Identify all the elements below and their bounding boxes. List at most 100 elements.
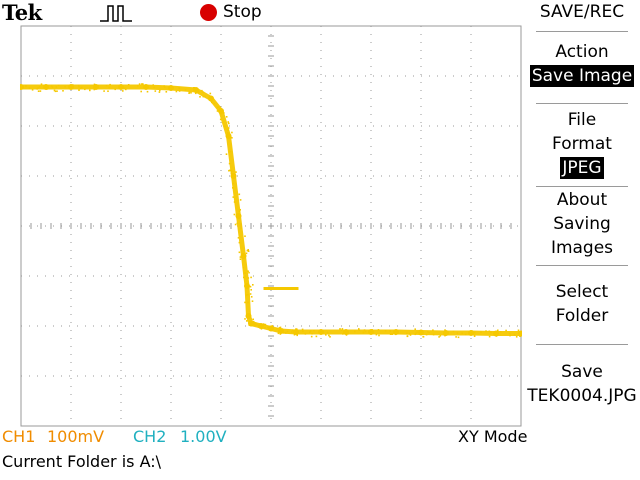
trace-speckle [457, 332, 459, 334]
trace-speckle [226, 116, 228, 118]
about-saving-images-button[interactable]: About Saving Images [524, 188, 640, 260]
trace-speckle [84, 89, 86, 91]
trace-speckle [310, 330, 312, 332]
action-label: Action [524, 40, 640, 64]
trace-speckle [227, 132, 229, 134]
trace-speckle [137, 85, 139, 87]
trace-speckle [199, 96, 201, 98]
trace-speckle [252, 300, 254, 302]
trace-speckle [228, 123, 230, 125]
trace-point [246, 313, 252, 319]
trace-speckle [458, 337, 460, 339]
trace-speckle [433, 334, 435, 336]
trace-speckle [489, 331, 491, 333]
trace-speckle [217, 110, 219, 112]
trace-speckle [203, 91, 205, 93]
trace-speckle [250, 289, 252, 291]
trace-speckle [259, 326, 261, 328]
trace-speckle [198, 91, 200, 93]
trace-speckle [210, 93, 212, 95]
trace-speckle [342, 333, 344, 335]
trace-speckle [248, 272, 250, 274]
trace-speckle [121, 85, 123, 87]
menu-divider [536, 186, 628, 187]
trace-speckle [233, 196, 235, 198]
trace-speckle [281, 331, 283, 333]
about-line-1: About [524, 188, 640, 212]
trace-speckle [122, 90, 124, 92]
trace-speckle [239, 242, 241, 244]
top-bar: Tek Stop [0, 0, 520, 26]
trace-speckle [365, 331, 367, 333]
trace-speckle [155, 90, 157, 92]
trace-speckle [25, 85, 27, 87]
trace-speckle [247, 249, 249, 251]
trace-speckle [285, 332, 287, 334]
trace-speckle [40, 90, 42, 92]
trace-speckle [97, 85, 99, 87]
trace-speckle [371, 331, 373, 333]
action-button[interactable]: Action Save Image [524, 40, 640, 88]
trace-speckle [125, 89, 127, 91]
trace-speckle [243, 267, 245, 269]
trace-speckle [474, 335, 476, 337]
pulse-trigger-icon [100, 2, 134, 24]
trace-speckle [296, 335, 298, 337]
trace-speckle [279, 331, 281, 333]
trace-speckle [244, 302, 246, 304]
trace-speckle [378, 335, 380, 337]
trace-speckle [219, 108, 221, 110]
trace-speckle [267, 327, 269, 329]
trace-speckle [147, 91, 149, 93]
trace-speckle [519, 335, 521, 337]
trace-speckle [296, 333, 298, 335]
trace-speckle [240, 258, 242, 260]
trace-speckle [179, 90, 181, 92]
brand-logo: Tek [2, 0, 42, 25]
trace-speckle [249, 324, 251, 326]
trace-speckle [505, 330, 507, 332]
trace-speckle [230, 137, 232, 139]
trace-speckle [250, 293, 252, 295]
trace-speckle [220, 119, 222, 121]
trace-speckle [518, 330, 520, 332]
trace-speckle [239, 194, 241, 196]
trace-speckle [238, 237, 240, 239]
trace-speckle [244, 235, 246, 237]
trace-speckle [226, 153, 228, 155]
save-button[interactable]: Save TEK0004.JPG [524, 360, 640, 408]
select-folder-button[interactable]: Select Folder [524, 280, 640, 328]
trace-speckle [316, 336, 318, 338]
trace-speckle [194, 87, 196, 89]
trace-speckle [89, 90, 91, 92]
trace-speckle [203, 96, 205, 98]
trace-speckle [230, 151, 232, 153]
trace-point [236, 213, 242, 219]
about-line-2: Saving [524, 212, 640, 236]
trace-speckle [142, 83, 144, 85]
trace-speckle [369, 332, 371, 334]
trace-speckle [148, 86, 150, 88]
trace-speckle [221, 109, 223, 111]
trace-speckle [465, 334, 467, 336]
trace-speckle [231, 172, 233, 174]
trace-speckle [234, 214, 236, 216]
trace-speckle [518, 333, 520, 335]
trace-speckle [250, 286, 252, 288]
trace-speckle [256, 324, 258, 326]
trace-speckle [240, 256, 242, 258]
trace-speckle [234, 201, 236, 203]
trace-speckle [214, 103, 216, 105]
trace-speckle [247, 294, 249, 296]
trace-speckle [41, 83, 43, 85]
trace-speckle [461, 333, 463, 335]
ch1-label: CH1 [2, 426, 35, 448]
file-format-button[interactable]: File Format JPEG [524, 108, 640, 180]
trace-speckle [440, 335, 442, 337]
trace-speckle [217, 107, 219, 109]
trace-speckle [248, 277, 250, 279]
trace-speckle [378, 329, 380, 331]
trace-speckle [490, 331, 492, 333]
menu-title: SAVE/REC [524, 0, 640, 26]
trace-speckle [159, 90, 161, 92]
